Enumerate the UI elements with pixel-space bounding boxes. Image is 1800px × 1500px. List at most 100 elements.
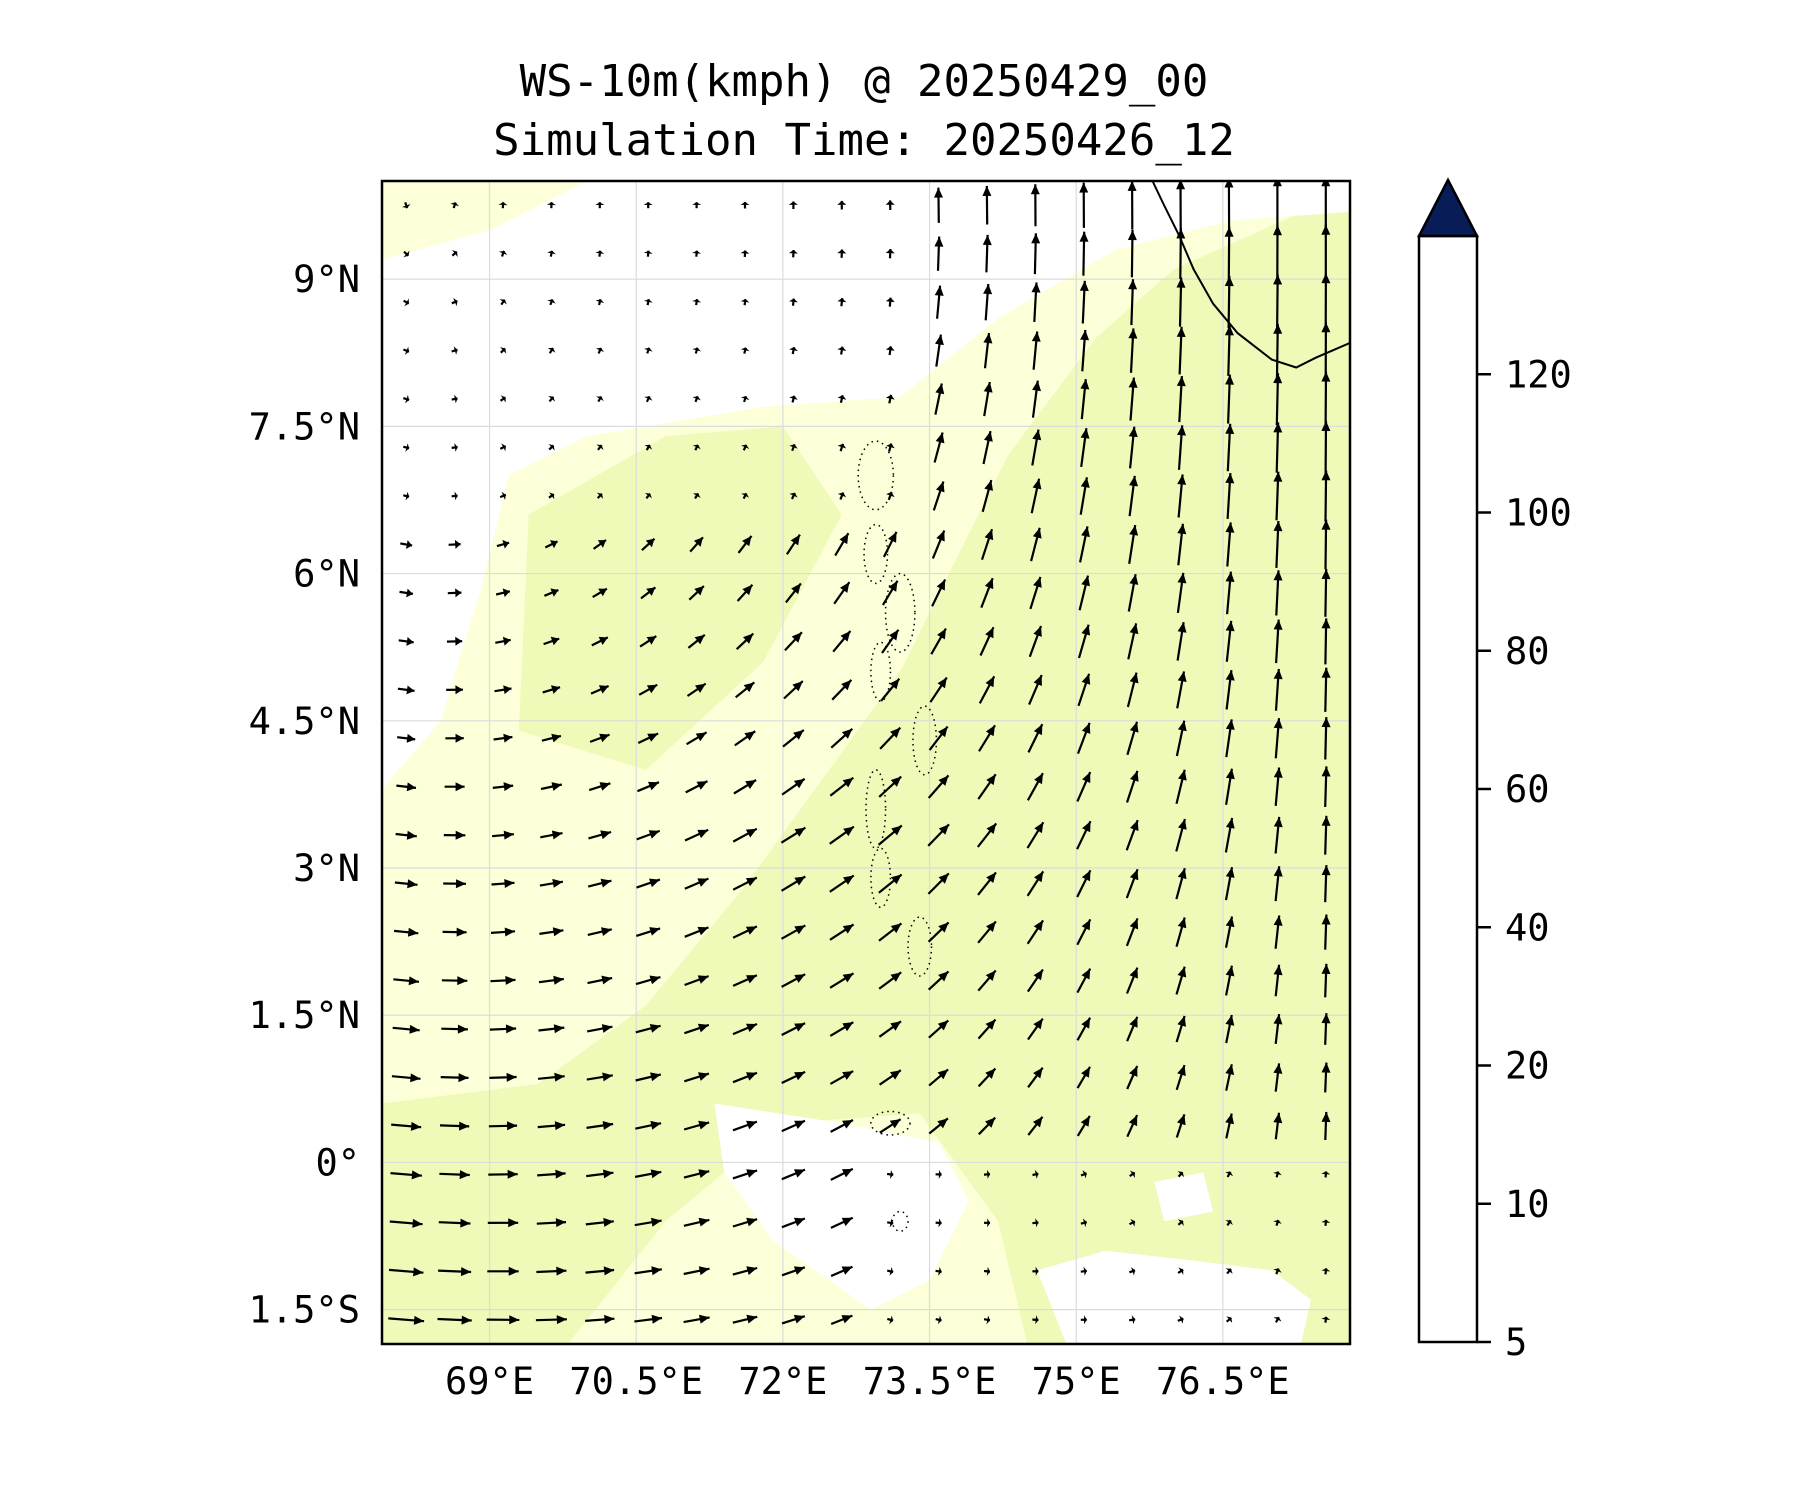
wind-arrow: [586, 1121, 614, 1130]
wind-arrow: [1129, 1267, 1136, 1276]
wind-arrow: [983, 1218, 991, 1228]
wind-arrow: [591, 636, 609, 647]
wind-arrow: [1224, 916, 1235, 948]
wind-arrow: [540, 830, 563, 840]
wind-arrow: [732, 974, 758, 987]
wind-arrow: [585, 1314, 615, 1324]
wind-arrow: [1321, 1062, 1331, 1093]
wind-arrow: [544, 540, 558, 549]
wind-arrow: [635, 975, 661, 986]
wind-arrow: [886, 1315, 894, 1325]
wind-arrow: [692, 492, 701, 500]
wind-arrow: [402, 394, 410, 404]
wind-arrow: [395, 830, 417, 840]
wind-arrow: [1175, 966, 1187, 995]
wind-arrow: [1125, 819, 1139, 851]
wind-arrow: [537, 1072, 565, 1082]
wind-arrow: [978, 1116, 996, 1136]
title-line-1: WS-10m(kmph) @ 20250429_00: [520, 56, 1209, 107]
wind-arrow: [982, 234, 992, 273]
atoll-outline: [857, 440, 895, 511]
wind-arrow: [733, 779, 757, 795]
india-coastline: [1151, 181, 1350, 369]
wind-arrow: [592, 587, 608, 599]
wind-arrow: [1177, 1267, 1184, 1275]
longitude-axis: 69°E 70.5°E 72°E 73.5°E 75°E 76.5°E: [445, 1360, 1290, 1403]
wind-arrow: [780, 875, 806, 892]
wind-arrow: [1175, 769, 1187, 804]
wind-arrow: [1224, 867, 1235, 901]
wind-arrow: [781, 1314, 806, 1325]
longitude-tick-label: 69°E: [445, 1360, 534, 1403]
wind-arrow: [834, 532, 850, 557]
wind-arrow: [1321, 1219, 1331, 1226]
title-line-2: Simulation Time: 20250426_12: [493, 115, 1235, 166]
wind-arrow: [540, 782, 563, 791]
wind-arrow: [732, 1120, 758, 1132]
wind-arrow: [885, 200, 895, 211]
wind-arrow: [1128, 475, 1138, 517]
atoll-outline: [863, 523, 889, 585]
wind-arrow: [880, 678, 901, 702]
wind-arrow: [592, 539, 607, 550]
wind-arrow: [1080, 1315, 1087, 1325]
wind-arrow: [634, 1266, 662, 1276]
wind-arrow: [1176, 326, 1186, 375]
wind-arrow: [829, 825, 855, 845]
wind-arrow: [837, 492, 847, 500]
wind-arrow: [684, 877, 709, 890]
wind-arrow: [1321, 914, 1331, 950]
wind-arrow: [684, 975, 709, 987]
wind-arrow: [1080, 1266, 1087, 1276]
wind-arrow: [692, 250, 702, 257]
wind-arrow: [1273, 1219, 1282, 1227]
wind-arrow: [1225, 1316, 1233, 1323]
wind-arrow: [686, 682, 707, 697]
wind-arrow: [837, 346, 847, 355]
wind-arrow: [495, 588, 511, 598]
wind-arrow: [837, 200, 847, 210]
longitude-tick-label: 75°E: [1032, 1360, 1121, 1403]
wind-arrow: [788, 249, 798, 258]
wind-arrow: [878, 1069, 902, 1086]
latitude-tick-label: 4.5°N: [249, 700, 360, 743]
wind-arrow: [1026, 821, 1045, 849]
calm-zone-south: [1037, 1250, 1311, 1344]
wind-arrow: [829, 1070, 854, 1085]
wind-arrow: [934, 236, 944, 271]
wind-arrow: [490, 975, 516, 985]
wind-arrow: [1273, 915, 1283, 949]
wind-arrow: [403, 443, 410, 452]
wind-arrow: [934, 187, 943, 223]
wind-arrow: [442, 927, 467, 937]
wind-arrow: [683, 1314, 710, 1324]
wind-arrow: [1129, 1218, 1136, 1227]
wind-arrow: [1079, 182, 1089, 228]
wind-arrow: [1273, 619, 1283, 664]
wind-arrow: [1177, 523, 1187, 566]
wind-arrow: [402, 202, 411, 209]
wind-arrow: [1321, 1316, 1331, 1323]
wind-arrow: [781, 777, 806, 796]
wind-arrow: [596, 395, 604, 403]
wind-arrow: [1128, 279, 1138, 326]
wind-arrow: [488, 1169, 518, 1179]
wind-arrow: [977, 920, 997, 944]
wind-arrow: [740, 250, 750, 257]
wind-arrow: [490, 927, 516, 937]
wind-arrow: [1273, 1013, 1283, 1045]
colorbar-tick-label: 40: [1505, 906, 1550, 949]
wind-arrow: [935, 1315, 942, 1325]
wind-arrow: [487, 1218, 519, 1228]
wind-arrow: [441, 976, 468, 986]
wind-arrow: [451, 394, 458, 404]
wind-arrow: [1026, 968, 1044, 993]
wind-arrow: [636, 878, 661, 889]
wind-arrow: [1176, 228, 1186, 280]
wind-arrow: [1076, 722, 1091, 754]
wind-arrow: [548, 395, 555, 403]
wind-arrow: [837, 395, 847, 404]
wind-arrow: [1027, 1017, 1044, 1041]
wind-arrow: [789, 346, 798, 355]
